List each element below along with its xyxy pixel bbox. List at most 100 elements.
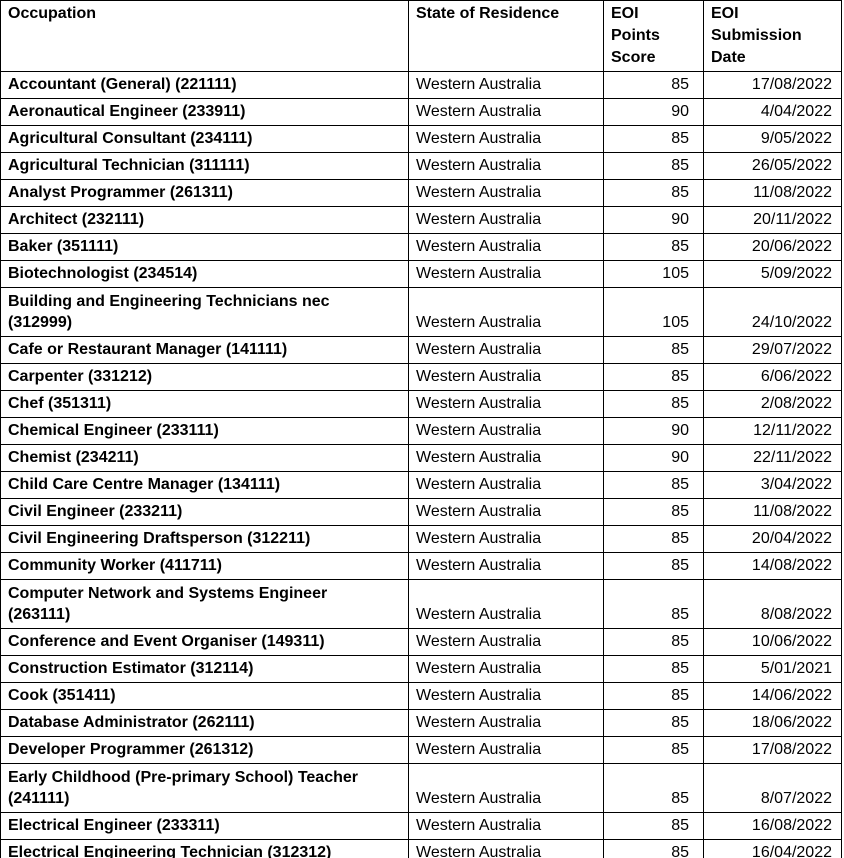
submission-date-cell: 10/06/2022 (703, 628, 842, 656)
submission-date-cell: 20/04/2022 (703, 525, 842, 553)
table-body: Accountant (General) (221111) Western Au… (0, 71, 842, 858)
table-row: Chemical Engineer (233111) Western Austr… (0, 417, 842, 445)
occupation-cell: Child Care Centre Manager (134111) (0, 471, 409, 499)
state-cell: Western Australia (408, 471, 604, 499)
state-cell: Western Australia (408, 98, 604, 126)
table-row: Agricultural Consultant (234111) Western… (0, 125, 842, 153)
points-score-cell: 85 (603, 363, 704, 391)
state-cell: Western Australia (408, 287, 604, 337)
points-score-cell: 85 (603, 839, 704, 858)
points-score-cell: 85 (603, 812, 704, 840)
submission-date-cell: 17/08/2022 (703, 71, 842, 99)
points-score-cell: 85 (603, 525, 704, 553)
occupation-cell: Architect (232111) (0, 206, 409, 234)
state-cell: Western Australia (408, 260, 604, 288)
submission-date-cell: 16/08/2022 (703, 812, 842, 840)
state-cell: Western Australia (408, 206, 604, 234)
table-row: Developer Programmer (261312) Western Au… (0, 736, 842, 764)
points-score-cell: 90 (603, 417, 704, 445)
state-cell: Western Australia (408, 655, 604, 683)
occupation-cell: Electrical Engineer (233311) (0, 812, 409, 840)
occupation-cell: Agricultural Technician (311111) (0, 152, 409, 180)
submission-date-cell: 2/08/2022 (703, 390, 842, 418)
table-row: Architect (232111) Western Australia 90 … (0, 206, 842, 234)
points-score-cell: 105 (603, 260, 704, 288)
submission-date-cell: 20/11/2022 (703, 206, 842, 234)
table-row: Baker (351111) Western Australia 85 20/0… (0, 233, 842, 261)
occupation-cell: Baker (351111) (0, 233, 409, 261)
state-cell: Western Australia (408, 498, 604, 526)
submission-date-cell: 11/08/2022 (703, 498, 842, 526)
table-row: Electrical Engineer (233311) Western Aus… (0, 812, 842, 840)
submission-date-cell: 14/08/2022 (703, 552, 842, 580)
table-row: Biotechnologist (234514) Western Austral… (0, 260, 842, 288)
occupation-cell: Chemist (234211) (0, 444, 409, 472)
points-score-cell: 85 (603, 682, 704, 710)
points-score-cell: 85 (603, 179, 704, 207)
occupation-cell: Civil Engineer (233211) (0, 498, 409, 526)
occupation-cell: Building and Engineering Technicians nec… (0, 287, 409, 337)
points-score-cell: 85 (603, 390, 704, 418)
submission-date-cell: 17/08/2022 (703, 736, 842, 764)
state-cell: Western Australia (408, 390, 604, 418)
column-header-eoi-points-score: EOI Points Score (603, 0, 704, 72)
submission-date-cell: 18/06/2022 (703, 709, 842, 737)
occupation-cell: Civil Engineering Draftsperson (312211) (0, 525, 409, 553)
header-row: Occupation State of Residence EOI Points… (0, 0, 842, 72)
table-row: Database Administrator (262111) Western … (0, 709, 842, 737)
points-score-cell: 105 (603, 287, 704, 337)
state-cell: Western Australia (408, 71, 604, 99)
occupation-cell: Cook (351411) (0, 682, 409, 710)
occupation-cell: Developer Programmer (261312) (0, 736, 409, 764)
points-score-cell: 85 (603, 628, 704, 656)
points-score-cell: 85 (603, 471, 704, 499)
submission-date-cell: 3/04/2022 (703, 471, 842, 499)
points-score-cell: 90 (603, 98, 704, 126)
state-cell: Western Australia (408, 233, 604, 261)
state-cell: Western Australia (408, 628, 604, 656)
submission-date-cell: 20/06/2022 (703, 233, 842, 261)
submission-date-cell: 24/10/2022 (703, 287, 842, 337)
state-cell: Western Australia (408, 179, 604, 207)
column-header-occupation: Occupation (0, 0, 409, 72)
state-cell: Western Australia (408, 812, 604, 840)
submission-date-cell: 12/11/2022 (703, 417, 842, 445)
state-cell: Western Australia (408, 336, 604, 364)
submission-date-cell: 8/08/2022 (703, 579, 842, 629)
state-cell: Western Australia (408, 363, 604, 391)
state-cell: Western Australia (408, 736, 604, 764)
submission-date-cell: 11/08/2022 (703, 179, 842, 207)
state-cell: Western Australia (408, 839, 604, 858)
points-score-cell: 85 (603, 125, 704, 153)
table-row: Chef (351311) Western Australia 85 2/08/… (0, 390, 842, 418)
table-row: Carpenter (331212) Western Australia 85 … (0, 363, 842, 391)
points-score-cell: 85 (603, 763, 704, 813)
table-header: Occupation State of Residence EOI Points… (0, 0, 842, 72)
column-header-state-of-residence: State of Residence (408, 0, 604, 72)
occupation-cell: Computer Network and Systems Engineer (2… (0, 579, 409, 629)
points-score-cell: 90 (603, 206, 704, 234)
table-row: Computer Network and Systems Engineer (2… (0, 579, 842, 629)
occupation-cell: Early Childhood (Pre-primary School) Tea… (0, 763, 409, 813)
submission-date-cell: 29/07/2022 (703, 336, 842, 364)
occupation-cell: Analyst Programmer (261311) (0, 179, 409, 207)
occupation-cell: Chemical Engineer (233111) (0, 417, 409, 445)
state-cell: Western Australia (408, 152, 604, 180)
table-row: Building and Engineering Technicians nec… (0, 287, 842, 337)
points-score-cell: 85 (603, 233, 704, 261)
table-row: Civil Engineer (233211) Western Australi… (0, 498, 842, 526)
table-row: Aeronautical Engineer (233911) Western A… (0, 98, 842, 126)
points-score-cell: 85 (603, 552, 704, 580)
occupation-cell: Chef (351311) (0, 390, 409, 418)
submission-date-cell: 16/04/2022 (703, 839, 842, 858)
submission-date-cell: 8/07/2022 (703, 763, 842, 813)
points-score-cell: 85 (603, 655, 704, 683)
state-cell: Western Australia (408, 552, 604, 580)
state-cell: Western Australia (408, 125, 604, 153)
occupation-cell: Cafe or Restaurant Manager (141111) (0, 336, 409, 364)
table-row: Chemist (234211) Western Australia 90 22… (0, 444, 842, 472)
occupation-cell: Agricultural Consultant (234111) (0, 125, 409, 153)
occupation-cell: Construction Estimator (312114) (0, 655, 409, 683)
submission-date-cell: 9/05/2022 (703, 125, 842, 153)
